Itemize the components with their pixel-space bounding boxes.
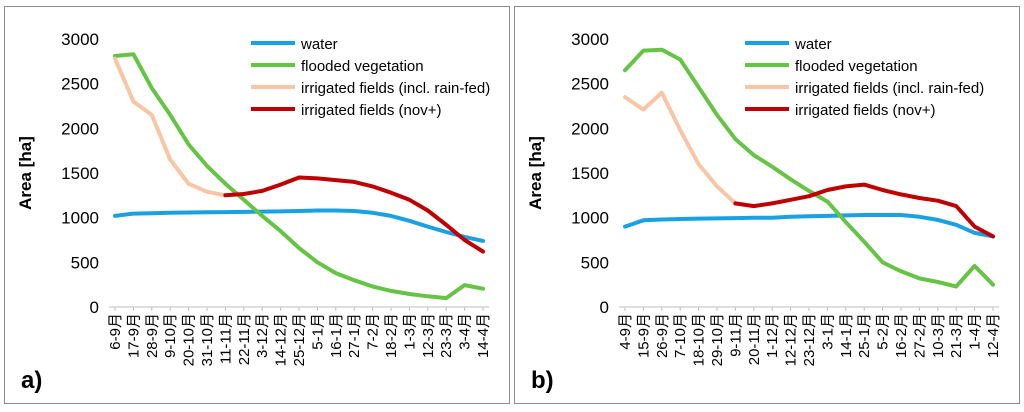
x-tick-label: 4-9月 xyxy=(617,313,634,350)
x-tick-label: 12-3月 xyxy=(420,313,437,358)
series-line-irrigated-fields-incl-rain-fed xyxy=(113,56,228,198)
chart-panel-a: Area [ha] 0 500 1000 1500 2000 2500 3000 6-9月 17-… xyxy=(4,6,510,404)
panel-label-b: b) xyxy=(531,367,554,394)
x-tick-label: 25-12月 xyxy=(291,313,308,366)
x-tick-label: 7-10月 xyxy=(672,313,689,358)
x-tick-label: 21-3月 xyxy=(948,313,965,358)
x-tick-label: 27-1月 xyxy=(346,313,363,358)
x-tick-label: 5-2月 xyxy=(875,313,892,350)
x-tick-label: 3-1月 xyxy=(819,313,836,350)
y-tick-label: 0 xyxy=(90,298,99,317)
y-tick-label: 500 xyxy=(581,253,609,272)
y-tick-label: 1500 xyxy=(61,164,99,183)
y-tick-label: 1000 xyxy=(571,209,609,228)
series-line-flooded-vegetation xyxy=(113,52,485,301)
y-tick-label: 2000 xyxy=(571,119,609,138)
x-tick-label: 1-12月 xyxy=(764,313,781,358)
legend-label: flooded vegetation xyxy=(795,58,918,75)
chart-b: Area [ha] 0 500 1000 1500 2000 2500 3000 4-9月 15-… xyxy=(526,30,1002,366)
x-tick-label: 9-11月 xyxy=(727,313,744,357)
legend-label: irrigated fields (nov+) xyxy=(795,102,935,119)
x-tick-label: 9-10月 xyxy=(162,313,179,358)
x-tick-label: 1-3月 xyxy=(401,313,418,350)
x-tick-label: 7-2月 xyxy=(365,313,382,350)
x-tick-label: 20-10月 xyxy=(181,313,198,366)
legend-label: irrigated fields (nov+) xyxy=(301,102,441,119)
x-tick-label: 16-1月 xyxy=(328,313,345,358)
legend-label: irrigated fields (incl. rain-fed) xyxy=(795,80,984,97)
series-line-irrigated-fields-incl-rain-fed xyxy=(623,90,738,206)
series-line-water xyxy=(113,208,485,243)
x-tick-label: 16-2月 xyxy=(893,313,910,358)
x-tick-label: 11-11月 xyxy=(217,313,234,364)
x-tick-label: 14-4月 xyxy=(475,313,492,358)
y-tick-label: 2500 xyxy=(571,75,609,94)
series-line-irrigated-fields-nov xyxy=(223,175,485,254)
legend-label: flooded vegetation xyxy=(301,58,424,75)
x-tick-label: 31-10月 xyxy=(199,313,216,366)
x-tick-label: 10-3月 xyxy=(930,313,947,358)
x-tick-label: 23-12月 xyxy=(801,313,818,366)
x-tick-label: 28-9月 xyxy=(144,313,161,358)
y-tick-label: 500 xyxy=(71,253,99,272)
x-tick-label: 5-1月 xyxy=(309,313,326,350)
x-tick-label: 14-12月 xyxy=(273,313,290,366)
y-tick-label: 2000 xyxy=(61,119,99,138)
y-tick-label: 1500 xyxy=(571,164,609,183)
series-line-flooded-vegetation xyxy=(623,47,995,289)
y-tick-label: 1000 xyxy=(61,209,99,228)
y-axis-label: Area [ha] xyxy=(16,136,35,210)
x-tick-label: 15-9月 xyxy=(635,313,652,358)
panel-label-a: a) xyxy=(21,367,43,394)
chart-a: Area [ha] 0 500 1000 1500 2000 2500 3000 6-9月 17-… xyxy=(16,30,492,366)
y-axis-label: Area [ha] xyxy=(526,136,545,210)
legend-label: irrigated fields (incl. rain-fed) xyxy=(301,80,490,97)
y-tick-label: 3000 xyxy=(571,30,609,49)
x-tick-label: 12-12月 xyxy=(783,313,800,366)
x-tick-label: 20-11月 xyxy=(746,313,763,365)
x-tick-label: 18-10月 xyxy=(691,313,708,366)
x-tick-label: 6-9月 xyxy=(107,313,124,350)
x-tick-label: 3-4月 xyxy=(457,313,474,350)
legend-label: water xyxy=(794,36,832,53)
x-tick-label: 27-2月 xyxy=(911,313,928,358)
x-tick-label: 26-9月 xyxy=(654,313,671,358)
x-tick-label: 25-1月 xyxy=(856,313,873,358)
x-tick-label: 22-11月 xyxy=(236,313,253,365)
x-tick-label: 12-4月 xyxy=(985,313,1002,358)
series-line-water xyxy=(623,213,995,239)
chart-panel-b: Area [ha] 0 500 1000 1500 2000 2500 3000 4-9月 15-… xyxy=(514,6,1020,404)
x-tick-label: 17-9月 xyxy=(125,313,142,358)
y-tick-label: 2500 xyxy=(61,75,99,94)
x-tick-label: 29-10月 xyxy=(709,313,726,366)
y-tick-label: 0 xyxy=(600,298,609,317)
x-tick-label: 23-3月 xyxy=(438,313,455,358)
y-tick-label: 3000 xyxy=(61,30,99,49)
x-tick-label: 18-2月 xyxy=(383,313,400,358)
legend-label: water xyxy=(300,36,338,53)
x-tick-label: 3-12月 xyxy=(254,313,271,358)
x-tick-label: 1-4月 xyxy=(967,313,984,350)
x-tick-label: 14-1月 xyxy=(838,313,855,358)
series-line-irrigated-fields-nov xyxy=(733,182,995,239)
